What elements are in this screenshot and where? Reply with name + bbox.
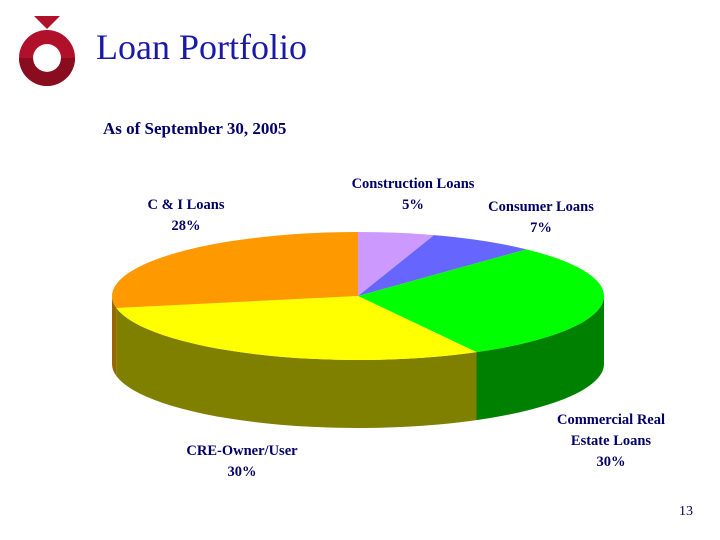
pie-slice-1 [358,235,527,296]
page-number: 13 [679,504,693,519]
pie-slice-side-2 [476,296,604,421]
slice-label-4: C & I Loans 28% [148,197,225,234]
slice-label-0: Construction Loans 5% [352,176,475,213]
logo-ring-inner [33,44,61,72]
as-of-date: As of September 30, 2005 [103,119,287,138]
pie-slice-2 [358,249,604,353]
pie-tops [111,232,604,360]
pie-slice-0 [358,232,435,296]
pie-labels: Construction Loans 5% Consumer Loans 7% Comm… [148,176,666,480]
logo-ring-shade [19,58,75,86]
slice-label-3: CRE-Owner/User 30% [186,443,298,480]
page-title: Loan Portfolio [96,27,307,67]
pie-slice-side-4 [112,296,117,376]
pie-sides [112,296,604,428]
slice-label-2: Commercial Real Estate Loans 30% [557,412,665,470]
company-logo [19,16,75,86]
pie-slice-side-3 [116,307,477,428]
slice-label-1: Consumer Loans 7% [488,199,594,236]
logo-triangle [34,16,60,29]
pie-slice-3 [116,296,477,360]
pie-slice-4 [111,232,358,308]
